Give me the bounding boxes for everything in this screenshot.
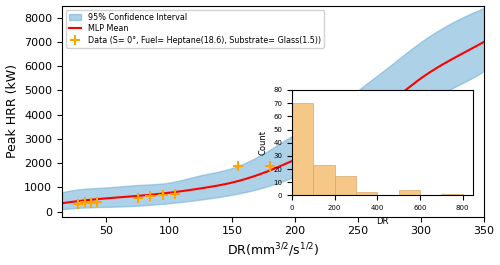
MLP Mean <box>481 40 487 43</box>
Legend: 95% Confidence Interval, MLP Mean, Data (S= 0°, Fuel= Heptane(18.6), Substrate= : 95% Confidence Interval, MLP Mean, Data … <box>66 10 324 48</box>
MLP Mean <box>471 46 477 49</box>
Data (S= 0°, Fuel= Heptane(18.6), Substrate= Glass(1.5)) <box>134 196 141 200</box>
Data (S= 0°, Fuel= Heptane(18.6), Substrate= Glass(1.5)) <box>158 193 166 197</box>
Line: MLP Mean: MLP Mean <box>62 42 484 203</box>
Data (S= 0°, Fuel= Heptane(18.6), Substrate= Glass(1.5)) <box>93 200 101 204</box>
Data (S= 0°, Fuel= Heptane(18.6), Substrate= Glass(1.5)) <box>234 164 242 169</box>
Data (S= 0°, Fuel= Heptane(18.6), Substrate= Glass(1.5)) <box>87 201 95 206</box>
MLP Mean <box>405 87 411 90</box>
MLP Mean <box>310 149 316 152</box>
Data (S= 0°, Fuel= Heptane(18.6), Substrate= Glass(1.5)) <box>80 200 88 205</box>
Data (S= 0°, Fuel= Heptane(18.6), Substrate= Glass(1.5)) <box>146 194 154 198</box>
Y-axis label: Peak HRR (kW): Peak HRR (kW) <box>6 64 18 158</box>
MLP Mean <box>262 171 268 174</box>
Data (S= 0°, Fuel= Heptane(18.6), Substrate= Glass(1.5)) <box>172 192 179 196</box>
MLP Mean <box>260 172 266 175</box>
Data (S= 0°, Fuel= Heptane(18.6), Substrate= Glass(1.5)) <box>74 202 82 206</box>
Data (S= 0°, Fuel= Heptane(18.6), Substrate= Glass(1.5)) <box>266 164 274 168</box>
MLP Mean <box>59 202 65 205</box>
MLP Mean <box>288 160 294 163</box>
Data (S= 0°, Fuel= Heptane(18.6), Substrate= Glass(1.5)) <box>329 138 337 142</box>
X-axis label: DR(mm$^{3/2}$/s$^{1/2}$): DR(mm$^{3/2}$/s$^{1/2}$) <box>226 242 319 259</box>
